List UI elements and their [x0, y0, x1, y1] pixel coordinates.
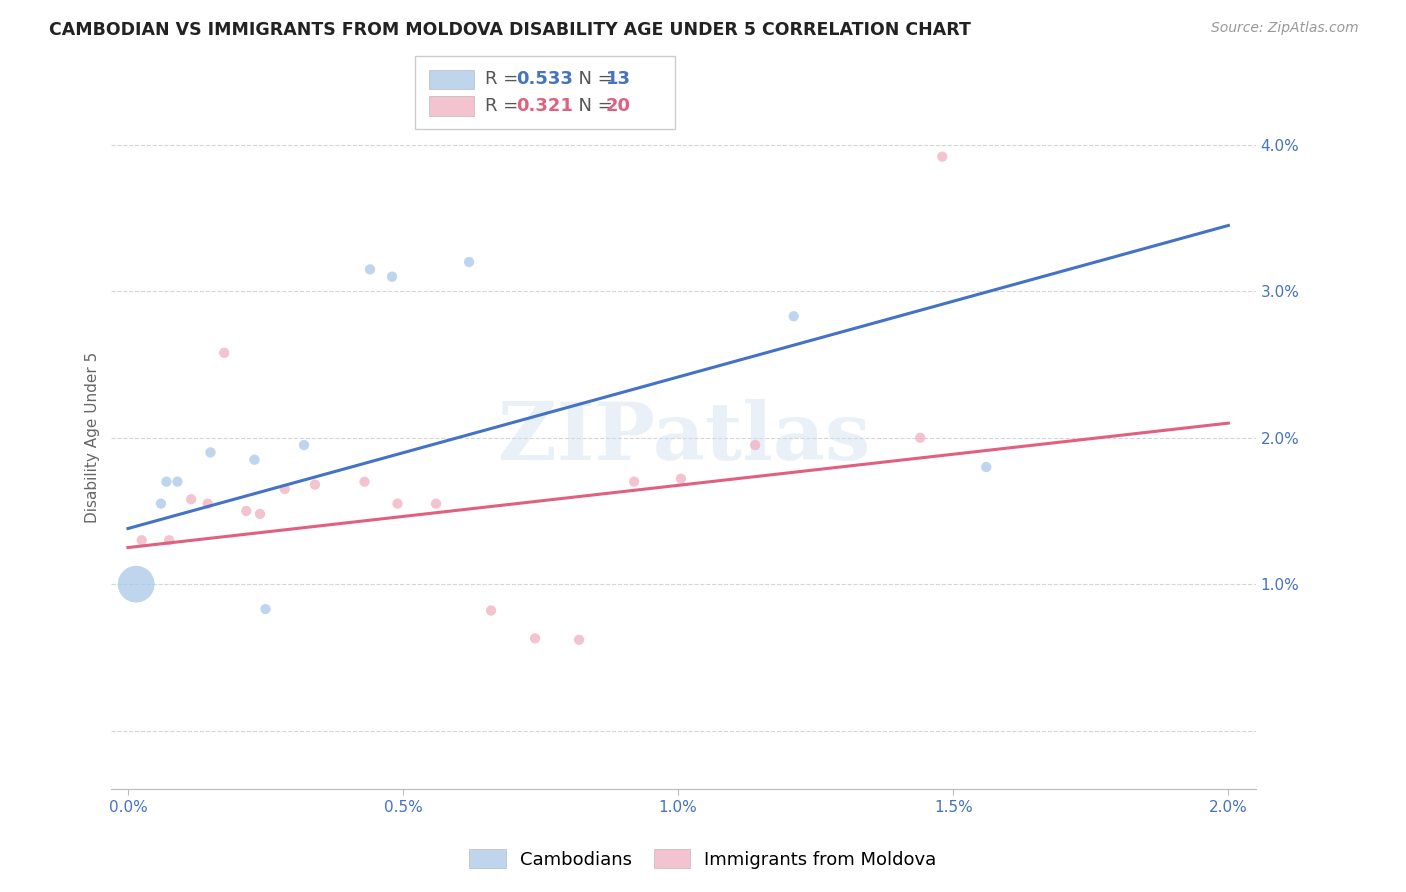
Text: N =: N = [567, 70, 619, 88]
Point [782, 310, 804, 324]
Point [568, 632, 591, 647]
Text: Source: ZipAtlas.com: Source: ZipAtlas.com [1211, 21, 1358, 36]
Point [387, 497, 409, 511]
Point [212, 346, 235, 360]
Point [669, 472, 692, 486]
Point [292, 438, 315, 452]
Point [249, 507, 271, 521]
Point [200, 445, 222, 459]
Point [744, 438, 766, 452]
Legend: Cambodians, Immigrants from Moldova: Cambodians, Immigrants from Moldova [463, 841, 943, 876]
Point [425, 497, 447, 511]
Text: R =: R = [485, 97, 524, 115]
Text: 0.533: 0.533 [516, 70, 572, 88]
Point [479, 603, 502, 617]
Point [149, 497, 172, 511]
Point [910, 431, 932, 445]
Point [131, 533, 153, 548]
Point [931, 150, 953, 164]
Text: CAMBODIAN VS IMMIGRANTS FROM MOLDOVA DISABILITY AGE UNDER 5 CORRELATION CHART: CAMBODIAN VS IMMIGRANTS FROM MOLDOVA DIS… [49, 21, 972, 39]
Text: 13: 13 [606, 70, 631, 88]
Point [166, 475, 188, 489]
Point [304, 477, 326, 491]
Point [353, 475, 375, 489]
Text: ZIPatlas: ZIPatlas [498, 399, 870, 476]
Text: 20: 20 [606, 97, 631, 115]
Point [180, 492, 202, 507]
Point [623, 475, 645, 489]
Point [157, 533, 180, 548]
Point [243, 452, 266, 467]
Point [458, 255, 481, 269]
Point [197, 497, 219, 511]
Point [974, 460, 997, 475]
Point [274, 482, 297, 496]
Point [254, 602, 277, 616]
Point [155, 475, 177, 489]
Point [235, 504, 257, 518]
Y-axis label: Disability Age Under 5: Disability Age Under 5 [86, 352, 100, 524]
Text: N =: N = [567, 97, 619, 115]
Point [359, 262, 381, 277]
Point [381, 269, 404, 284]
Point [125, 577, 148, 591]
Text: 0.321: 0.321 [516, 97, 572, 115]
Point [524, 632, 547, 646]
Text: R =: R = [485, 70, 524, 88]
